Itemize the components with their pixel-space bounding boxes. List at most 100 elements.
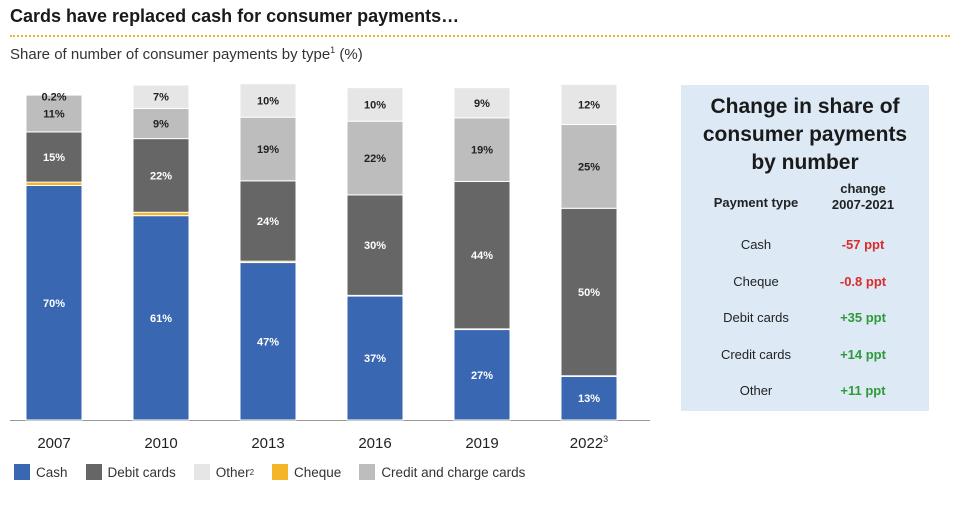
change-row-credit-cards: Credit cards +14 ppt bbox=[681, 347, 929, 384]
header-change-line-1: change bbox=[840, 181, 886, 196]
legend-label: Cheque bbox=[294, 464, 342, 480]
data-label-debit-cards-2016: 30% bbox=[364, 240, 386, 252]
bar-debit-cards-2022 bbox=[560, 207, 618, 377]
legend-item-other: Other 2 bbox=[193, 464, 255, 480]
change-summary-panel: Change in share of consumer payments by … bbox=[681, 85, 929, 411]
bar-debit-cards-2019 bbox=[453, 180, 511, 330]
data-label-credit-and-charge-cards-2019: 19% bbox=[471, 145, 493, 157]
data-label-cash-2022: 13% bbox=[578, 393, 600, 405]
data-label-other-2022: 12% bbox=[578, 99, 600, 111]
change-row-value: -57 ppt bbox=[841, 237, 885, 252]
data-label-cash-2016: 37% bbox=[364, 353, 386, 365]
data-label-credit-and-charge-cards-2016: 22% bbox=[364, 153, 386, 165]
header-payment-type: Payment type bbox=[713, 195, 799, 210]
bar-other-2010 bbox=[132, 84, 190, 109]
bar-other-2007 bbox=[25, 93, 83, 96]
bar-cash-2016 bbox=[346, 295, 404, 421]
legend-swatch bbox=[359, 464, 376, 480]
data-label-debit-cards-2022: 50% bbox=[578, 287, 600, 299]
change-row-other: Other +11 ppt bbox=[681, 383, 929, 420]
panel-title-line-2: consumer payments bbox=[702, 123, 908, 146]
stacked-bar-chart: 70%1%15%11%0.2%200761%1%22%9%7%201047%0.… bbox=[10, 83, 650, 452]
bar-cash-2019 bbox=[453, 329, 511, 421]
bar-debit-cards-2016 bbox=[346, 194, 404, 296]
data-label-other-2019: 9% bbox=[474, 98, 490, 110]
change-row-cash: Cash -57 ppt bbox=[681, 237, 929, 274]
bar-credit-and-charge-cards-2010 bbox=[132, 107, 190, 140]
bar-credit-and-charge-cards-2019 bbox=[453, 117, 511, 182]
legend-label: Cash bbox=[36, 464, 68, 480]
data-label-credit-and-charge-cards-2007: 11% bbox=[43, 108, 65, 120]
legend-item-credit-and-charge-cards: Credit and charge cards bbox=[359, 464, 525, 480]
data-label-cash-2013: 47% bbox=[257, 336, 279, 348]
legend-footnote: 2 bbox=[249, 467, 255, 477]
change-table-header: Payment type change 2007-2021 bbox=[681, 181, 929, 225]
category-label-2010: 2010 bbox=[144, 435, 177, 452]
panel-title: Change in share of consumer payments by … bbox=[681, 93, 929, 177]
header-change-line-2: 2007-2021 bbox=[831, 197, 895, 212]
data-label-credit-and-charge-cards-2022: 25% bbox=[578, 161, 600, 173]
change-row-type: Other bbox=[739, 383, 773, 398]
chart-legend: Cash Debit cards Other 2 Cheque Credit and ch… bbox=[14, 464, 543, 480]
category-label-2007: 2007 bbox=[37, 435, 70, 452]
data-label-debit-cards-2007: 15% bbox=[43, 152, 65, 164]
bar-debit-cards-2010 bbox=[132, 138, 190, 213]
legend-item-cash: Cash bbox=[14, 464, 68, 480]
change-row-cheque: Cheque -0.8 ppt bbox=[681, 274, 929, 311]
bar-cash-2007 bbox=[25, 185, 83, 421]
category-label-2022: 20223 bbox=[570, 434, 608, 452]
data-label-cash-2007: 70% bbox=[43, 298, 65, 310]
legend-swatch bbox=[193, 464, 210, 480]
change-table: Payment type change 2007-2021 Cash -57 pp… bbox=[681, 181, 929, 420]
title-divider bbox=[10, 35, 950, 37]
bar-other-2019 bbox=[453, 87, 511, 119]
change-row-type: Credit cards bbox=[720, 346, 792, 362]
bar-cash-2010 bbox=[132, 215, 190, 421]
chart-subtitle: Share of number of consumer payments by … bbox=[10, 45, 363, 63]
legend-item-debit-cards: Debit cards bbox=[85, 464, 176, 480]
data-label-cash-2010: 61% bbox=[150, 313, 172, 325]
header-change: change 2007-2021 bbox=[813, 181, 913, 213]
change-row-value: -0.8 ppt bbox=[839, 273, 887, 289]
bar-credit-and-charge-cards-2016 bbox=[346, 120, 404, 196]
change-row-debit-cards: Debit cards +35 ppt bbox=[681, 310, 929, 347]
category-label-2019: 2019 bbox=[465, 435, 498, 452]
legend-swatch bbox=[85, 464, 102, 480]
data-label-debit-cards-2019: 44% bbox=[471, 250, 493, 262]
legend-label: Credit and charge cards bbox=[381, 464, 526, 480]
bar-cash-2013 bbox=[239, 262, 297, 421]
data-label-other-2010: 7% bbox=[153, 92, 169, 104]
change-table-body: Cash -57 ppt Cheque -0.8 ppt Debit cards +35 … bbox=[681, 237, 929, 420]
change-row-value: +11 ppt bbox=[840, 383, 886, 398]
category-label-2016: 2016 bbox=[358, 435, 391, 452]
bar-debit-cards-2007 bbox=[25, 131, 83, 183]
bar-other-2013 bbox=[239, 83, 297, 118]
subtitle-unit: (%) bbox=[335, 46, 363, 63]
data-label-debit-cards-2013: 24% bbox=[257, 216, 279, 228]
chart-title: Cards have replaced cash for consumer pa… bbox=[10, 6, 460, 26]
bar-credit-and-charge-cards-2013 bbox=[239, 116, 297, 182]
category-footnote-2022: 3 bbox=[603, 434, 608, 444]
legend-label: Other bbox=[215, 464, 250, 480]
data-label-other-2016: 10% bbox=[364, 99, 386, 111]
data-label-cash-2019: 27% bbox=[471, 370, 493, 382]
bar-credit-and-charge-cards-2007 bbox=[25, 94, 83, 133]
bar-other-2022 bbox=[560, 83, 618, 126]
change-row-type: Cash bbox=[740, 237, 772, 252]
bar-cash-2022 bbox=[560, 375, 618, 421]
data-label-debit-cards-2010: 22% bbox=[150, 170, 172, 182]
data-label-credit-and-charge-cards-2010: 9% bbox=[153, 119, 169, 131]
legend-swatch bbox=[14, 464, 30, 480]
data-label-other-2013: 10% bbox=[257, 95, 279, 107]
change-row-type: Cheque bbox=[733, 273, 779, 289]
legend-item-cheque: Cheque bbox=[272, 464, 341, 480]
legend-swatch bbox=[272, 464, 289, 480]
panel-title-line-3: by number bbox=[751, 151, 859, 174]
subtitle-text: Share of number of consumer payments by … bbox=[10, 46, 331, 63]
change-row-value: +35 ppt bbox=[840, 310, 886, 325]
change-row-type: Debit cards bbox=[723, 310, 789, 325]
change-row-value: +14 ppt bbox=[840, 346, 886, 362]
data-label-credit-and-charge-cards-2013: 19% bbox=[257, 144, 279, 156]
bar-other-2016 bbox=[346, 87, 404, 122]
subtitle-footnote: 1 bbox=[330, 45, 336, 55]
